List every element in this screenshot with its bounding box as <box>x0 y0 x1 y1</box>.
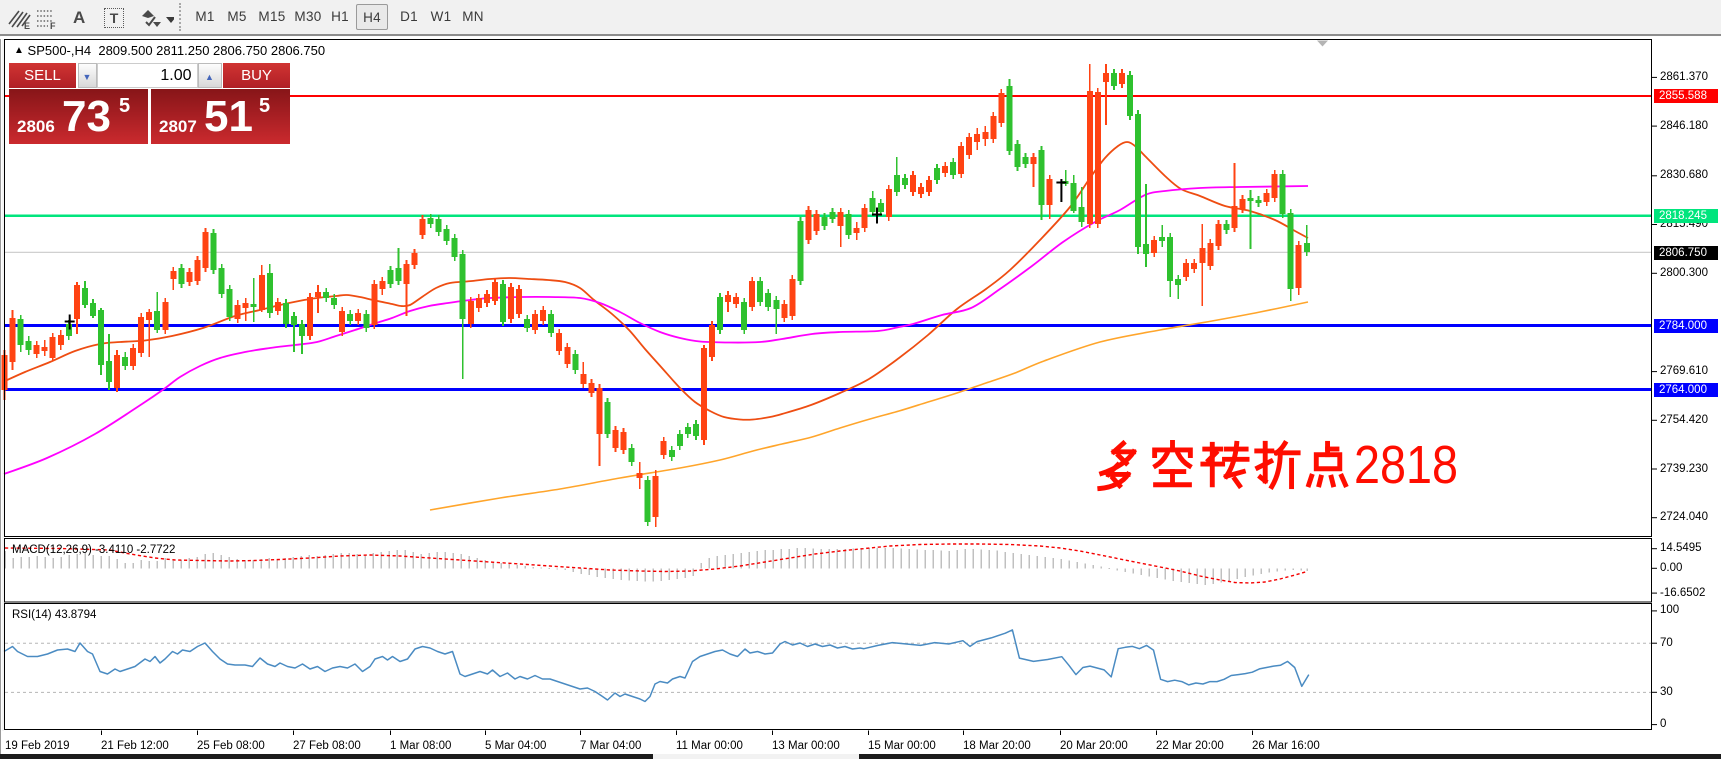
svg-text:2818: 2818 <box>1354 435 1458 495</box>
svg-text:E: E <box>24 21 30 30</box>
svg-text:F: F <box>50 21 56 30</box>
